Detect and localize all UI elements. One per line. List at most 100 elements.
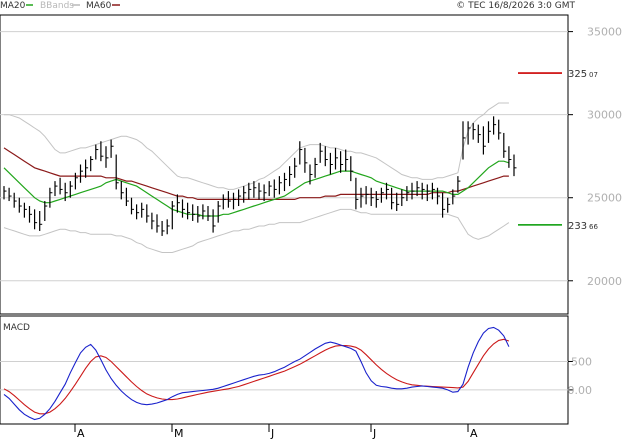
price-bar (319, 142, 323, 163)
ma60-line (3, 147, 509, 200)
price-bar (8, 187, 12, 202)
price-bar (360, 187, 364, 208)
price-bar (406, 186, 410, 202)
price-bar (370, 187, 374, 207)
price-bar (243, 186, 247, 203)
x-tick-label: J (270, 427, 274, 440)
price-bar (18, 197, 22, 213)
price-bar (350, 156, 354, 182)
price-bar (105, 146, 109, 168)
price-bar (161, 220, 165, 236)
macd-y-axis: 0.00 500 (568, 355, 593, 396)
price-bar (294, 157, 298, 178)
price-bar (187, 202, 191, 220)
macd-y-tick-label: 500 (571, 355, 592, 368)
price-bar (3, 186, 7, 200)
price-bar (192, 204, 196, 221)
price-gridlines (0, 31, 568, 282)
price-bar (156, 214, 160, 233)
price-bar (462, 121, 466, 160)
price-bar (421, 182, 425, 200)
level-marker-label: 233 (568, 221, 587, 232)
ma20-line (3, 160, 510, 217)
price-bar (202, 204, 206, 220)
price-bar (283, 172, 287, 192)
price-bar (334, 147, 338, 170)
price-bar (141, 202, 145, 218)
price-bar (181, 199, 185, 218)
price-bar (340, 151, 344, 173)
price-bar (207, 206, 211, 221)
price-bar (110, 139, 114, 158)
x-tick-label: J (372, 427, 376, 440)
ma60-legend-label: MA60 (86, 1, 112, 11)
price-panel (0, 14, 569, 315)
x-tick-label: A (470, 427, 478, 440)
price-bar (324, 146, 328, 167)
price-bar (197, 206, 201, 223)
price-bar (482, 126, 486, 155)
price-bar (329, 152, 333, 175)
price-bar (100, 141, 104, 162)
ma20-legend-label: MA20 (0, 1, 26, 11)
level-marker-label-fraction: 07 (589, 71, 598, 79)
bbands-lower-line (3, 208, 510, 253)
x-tick-label: A (77, 427, 85, 440)
price-bar (171, 201, 175, 230)
price-bar (391, 187, 395, 210)
price-bar (13, 192, 17, 208)
price-bar (457, 176, 461, 193)
price-bar (396, 192, 400, 212)
price-bar (401, 189, 405, 207)
price-bar (268, 181, 272, 197)
price-bars (3, 116, 517, 236)
price-bar (217, 201, 221, 223)
price-bar (304, 147, 308, 173)
price-bar (151, 212, 155, 230)
price-y-axis: 20000 25000 30000 35000 (568, 26, 622, 288)
price-bar (79, 164, 83, 183)
price-bar (146, 204, 150, 223)
price-bar (309, 164, 313, 185)
price-bar (84, 159, 89, 178)
price-bar (503, 132, 507, 158)
price-bar (431, 182, 435, 200)
price-series (3, 102, 510, 253)
price-bar (442, 192, 446, 218)
price-y-tick-label: 20000 (587, 275, 622, 288)
price-bar (508, 146, 512, 168)
price-bar (273, 179, 277, 198)
price-bar (212, 209, 216, 233)
level-marker-label-fraction: 66 (589, 223, 598, 231)
bbands-legend-label: BBands (40, 1, 74, 11)
macd-y-tick-label: 0.00 (568, 384, 593, 397)
price-bar (23, 202, 27, 218)
price-bar (90, 156, 94, 172)
macd-series (3, 326, 510, 421)
top-legend: MA20 BBands MA60 © TEC 16/8/2026 3:0 GMT (0, 1, 576, 11)
price-bar (498, 119, 502, 140)
price-bar (64, 182, 68, 202)
macd-panel-title: MACD (3, 323, 30, 333)
price-bar (493, 116, 497, 135)
price-bar (227, 191, 231, 208)
macd-line (3, 326, 510, 421)
price-bar (447, 197, 451, 213)
price-bar (39, 211, 43, 231)
price-bar (176, 194, 180, 213)
price-bar (238, 189, 242, 207)
macd-panel (0, 315, 569, 425)
price-bar (54, 181, 58, 197)
price-bar (375, 191, 379, 208)
price-bar (314, 157, 318, 178)
price-bar (136, 204, 140, 220)
price-bar (477, 124, 481, 143)
price-bar (263, 184, 267, 202)
bbands-upper-line (4, 102, 509, 190)
price-bar (487, 121, 491, 143)
price-bar (166, 219, 170, 235)
copyright-text: © TEC 16/8/2026 3:0 GMT (456, 1, 575, 11)
price-bar (33, 209, 38, 230)
